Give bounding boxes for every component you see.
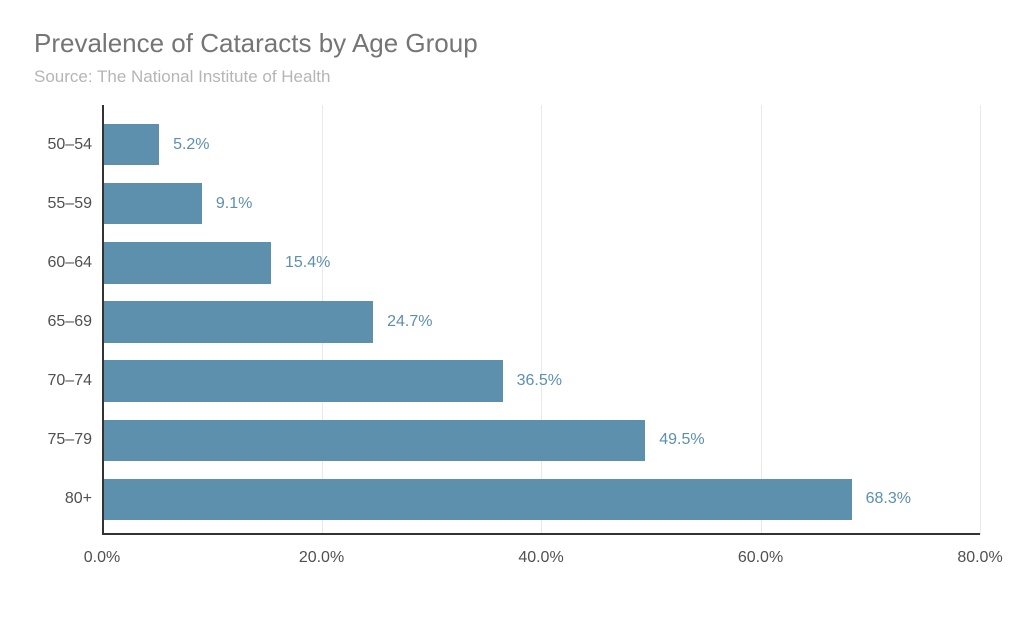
- axes: [102, 105, 980, 535]
- chart-subtitle: Source: The National Institute of Health: [34, 67, 990, 87]
- chart-title: Prevalence of Cataracts by Age Group: [34, 28, 990, 59]
- x-axis-ticks: 0.0%20.0%40.0%60.0%80.0%: [102, 535, 980, 575]
- x-axis-tick-label: 20.0%: [299, 549, 344, 567]
- x-axis-tick-label: 40.0%: [518, 549, 563, 567]
- x-axis-tick-label: 60.0%: [738, 549, 783, 567]
- y-axis-tick-label: 55–59: [48, 195, 93, 213]
- chart-container: Prevalence of Cataracts by Age Group Sou…: [0, 0, 1024, 633]
- y-axis-tick-label: 70–74: [48, 372, 93, 390]
- y-axis-tick-label: 65–69: [48, 313, 93, 331]
- y-axis-line: [102, 105, 104, 535]
- y-axis-tick-label: 50–54: [48, 136, 93, 154]
- y-axis-tick-label: 75–79: [48, 431, 93, 449]
- y-axis-tick-label: 60–64: [48, 254, 93, 272]
- gridline: [980, 105, 981, 535]
- x-axis-tick-label: 80.0%: [957, 549, 1002, 567]
- x-axis-tick-label: 0.0%: [84, 549, 120, 567]
- plot-area: 50–5455–5960–6465–6970–7475–7980+ 5.2%9.…: [102, 105, 980, 575]
- y-axis-tick-label: 80+: [65, 490, 92, 508]
